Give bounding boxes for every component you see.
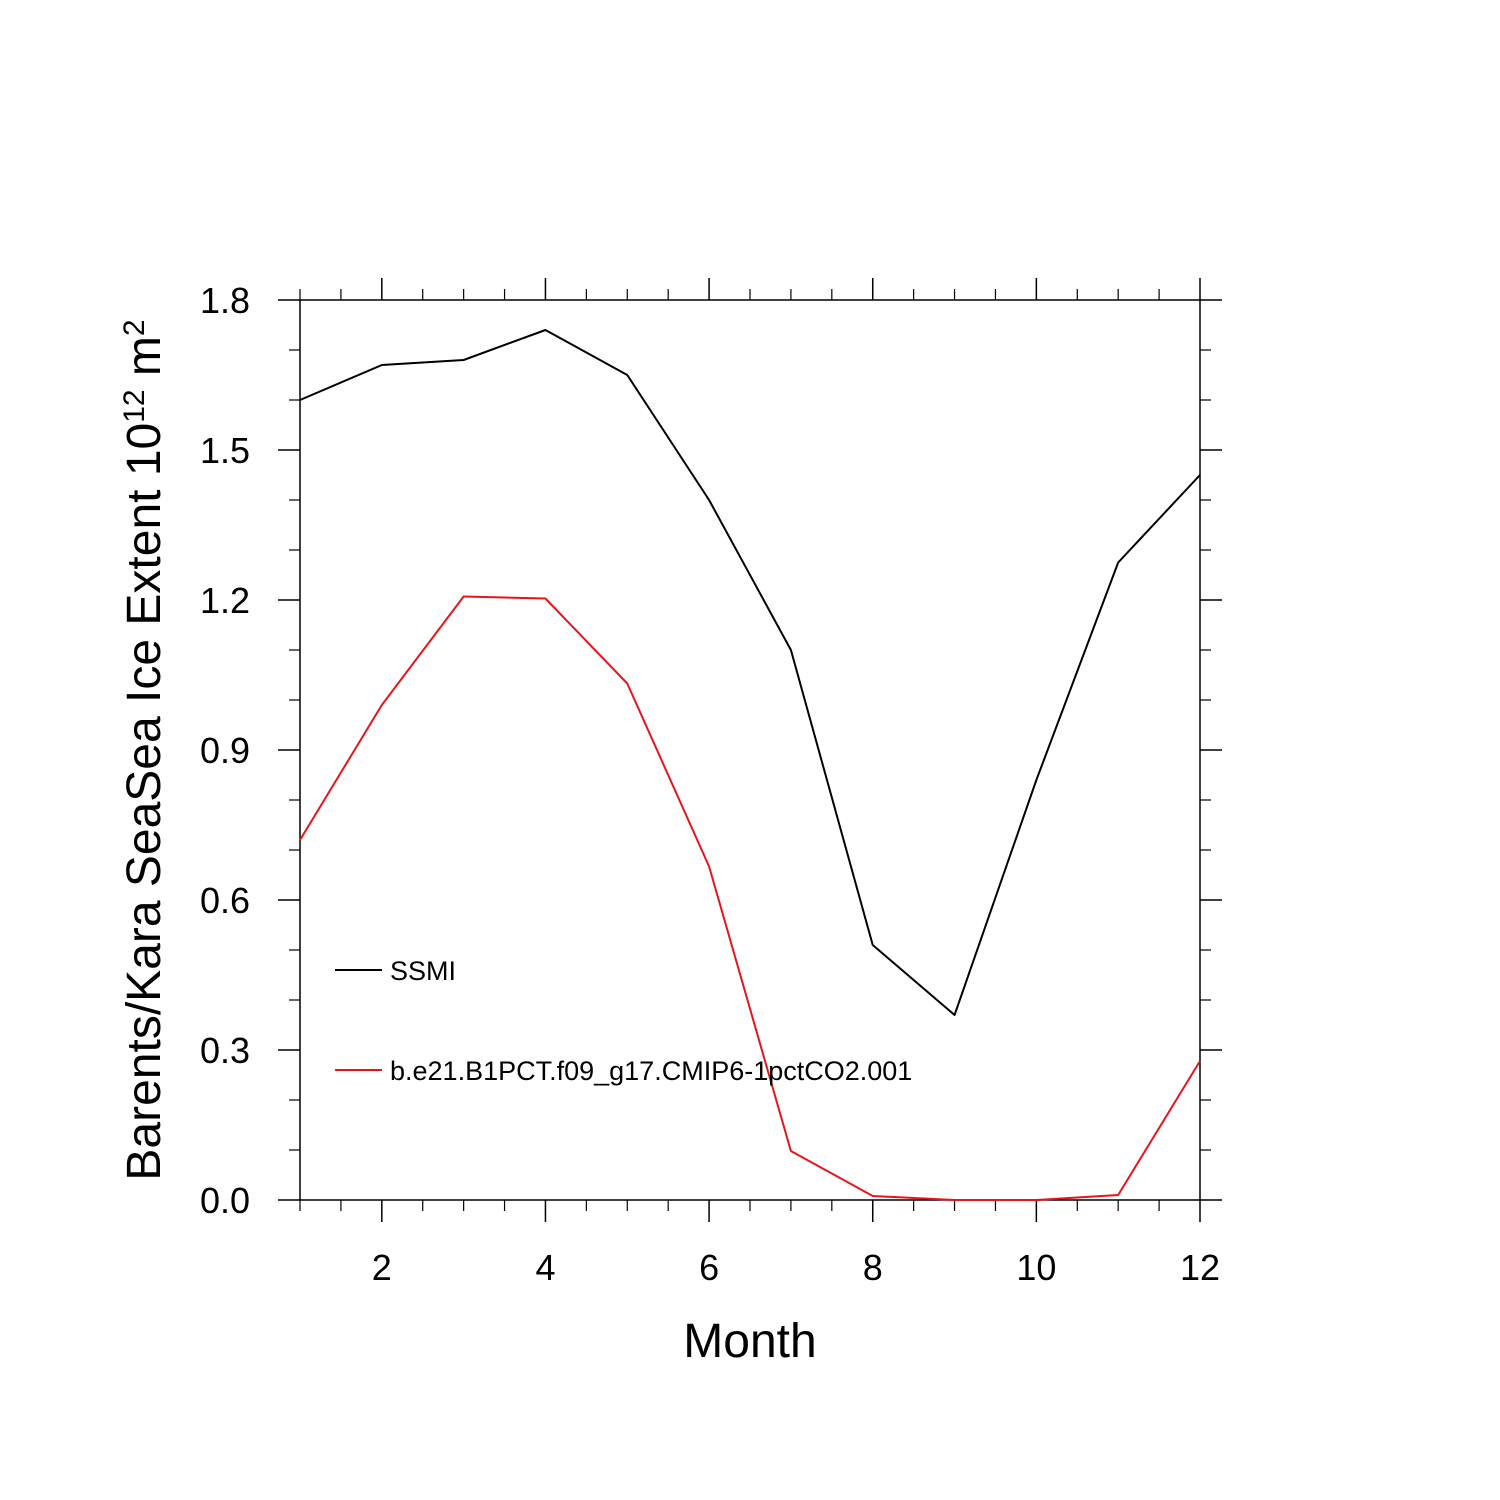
y-tick-label: 1.8 (200, 280, 250, 321)
legend-label-ssmi: SSMI (390, 956, 456, 986)
y-tick-label: 0.6 (200, 880, 250, 921)
series-line-ssmi (299, 329, 1201, 1016)
legend-label-cmip6: b.e21.B1PCT.f09_g17.CMIP6-1pctCO2.001 (390, 1056, 912, 1086)
y-tick-label: 0.3 (200, 1030, 250, 1071)
x-tick-label: 2 (372, 1247, 392, 1288)
y-axis-title-main: Barents/Kara SeaSea Ice Extent 10 (118, 423, 171, 1181)
y-tick-label: 0.0 (200, 1180, 250, 1221)
x-tick-label: 6 (699, 1247, 719, 1288)
x-axis-title: Month (683, 1315, 816, 1368)
y-tick-label: 1.2 (200, 580, 250, 621)
y-axis-title-unit-exponent: 2 (118, 319, 151, 336)
axis-ticks (278, 278, 1222, 1222)
y-axis-title-unit: m (118, 336, 171, 389)
y-tick-label: 1.5 (200, 430, 250, 471)
y-tick-label: 0.9 (200, 730, 250, 771)
y-axis-title-exponent: 12 (118, 389, 151, 422)
y-axis-title: Barents/Kara SeaSea Ice Extent 1012 m2 (118, 319, 172, 1180)
x-tick-label: 10 (1016, 1247, 1056, 1288)
legend: SSMI b.e21.B1PCT.f09_g17.CMIP6-1pctCO2.0… (335, 956, 912, 1086)
series-line-cmip6 (299, 595, 1201, 1201)
series-lines (299, 329, 1201, 1201)
axis-tick-labels: 2 4 6 8 10 12 0.0 0.3 0.6 0.9 1.2 1.5 1.8 (200, 280, 1220, 1288)
x-tick-label: 12 (1180, 1247, 1220, 1288)
x-tick-label: 4 (535, 1247, 555, 1288)
x-tick-label: 8 (863, 1247, 883, 1288)
